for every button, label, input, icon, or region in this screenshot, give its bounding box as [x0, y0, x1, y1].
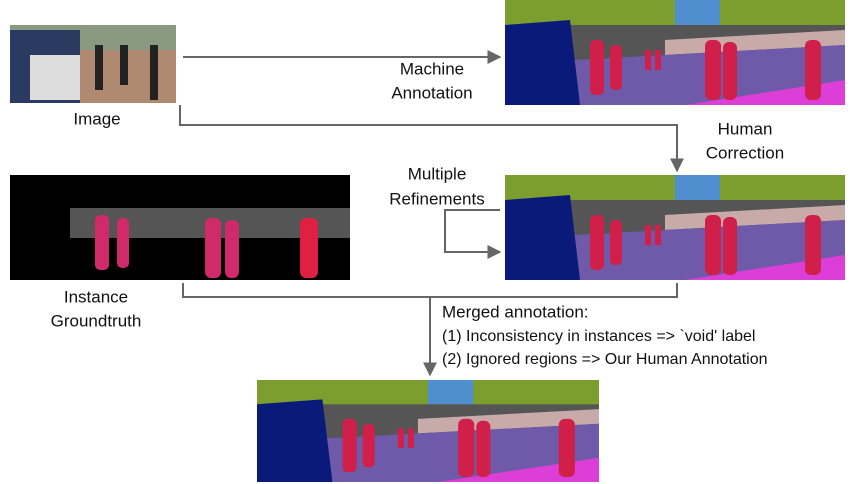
label: Human	[718, 119, 773, 138]
label: Multiple	[408, 164, 467, 183]
connector	[182, 283, 678, 298]
label: Machine	[400, 59, 464, 78]
label: Groundtruth	[51, 311, 142, 330]
label: (2) Ignored regions => Our Human Annotat…	[442, 351, 768, 368]
arrow	[179, 105, 684, 173]
label: Refinements	[389, 189, 484, 208]
label: Correction	[706, 143, 784, 162]
label: Instance	[64, 287, 128, 306]
label: Image	[73, 109, 120, 128]
corrected-annotation-image	[505, 175, 845, 280]
label: Merged annotation:	[442, 302, 589, 321]
machine-annotation-image	[505, 0, 845, 105]
label: Annotation	[391, 83, 472, 102]
instance-groundtruth-image	[10, 175, 350, 280]
input-image	[10, 25, 176, 103]
label: (1) Inconsistency in instances => `void'…	[442, 328, 755, 345]
arrow	[444, 209, 502, 259]
merged-annotation-image	[257, 380, 599, 482]
